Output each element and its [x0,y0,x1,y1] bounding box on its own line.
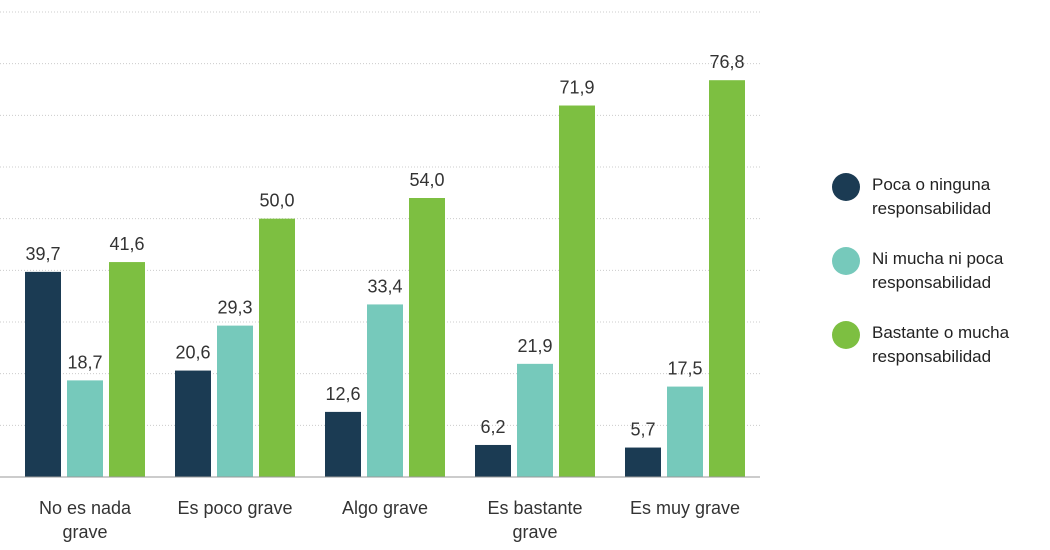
bar [559,105,595,478]
legend-item: Poca o ninguna responsabilidad [832,173,1032,221]
x-tick-label: Es muy grave [629,498,741,518]
legend-item: Bastante o mucha responsabilidad [832,321,1032,369]
bar [325,411,361,477]
bar [67,380,103,477]
bar [475,444,511,477]
bar [175,370,211,477]
bar [109,262,145,477]
bar [367,304,403,477]
value-label: 54,0 [409,170,444,190]
value-label: 12,6 [325,384,360,404]
bar [667,386,703,477]
value-label: 71,9 [559,78,594,98]
x-tick-label: Es poco grave [177,498,293,518]
legend-swatch [832,321,860,349]
bar [517,363,553,477]
bar [409,198,445,477]
value-label: 21,9 [517,336,552,356]
value-label: 50,0 [259,191,294,211]
x-tick-label: Algo grave [341,498,429,518]
bar [25,271,61,477]
value-label: 20,6 [175,343,210,363]
legend-label: Bastante o mucha responsabilidad [872,323,1010,366]
bar [259,218,295,477]
x-tick-label: No es nada grave [38,498,132,542]
value-label: 33,4 [367,276,402,296]
legend-swatch [832,247,860,275]
x-tick-label: Es bastante grave [487,498,583,542]
bar [625,447,661,477]
legend-swatch [832,173,860,201]
legend-label: Ni mucha ni poca responsabilidad [872,249,1004,292]
value-label: 29,3 [217,298,252,318]
value-label: 17,5 [667,359,702,379]
value-label: 39,7 [25,244,60,264]
value-label: 6,2 [480,417,505,437]
legend-label: Poca o ninguna responsabilidad [872,175,992,218]
value-label: 5,7 [630,420,655,440]
value-label: 18,7 [67,352,102,372]
bar [709,80,745,477]
value-label: 76,8 [709,52,744,72]
value-label: 41,6 [109,234,144,254]
legend-item: Ni mucha ni poca responsabilidad [832,247,1032,295]
bar [217,325,253,477]
